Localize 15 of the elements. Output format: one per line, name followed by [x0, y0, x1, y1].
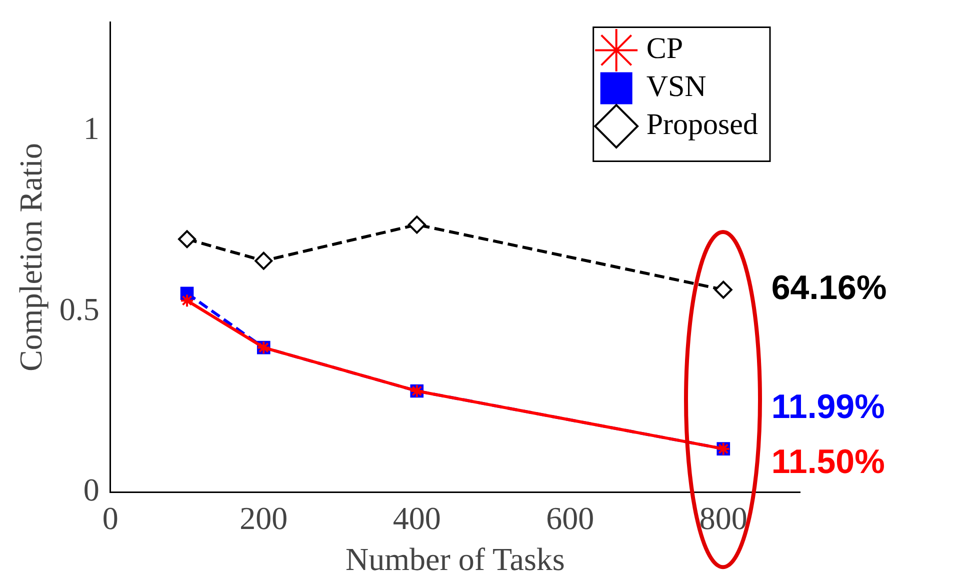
legend-label: VSN	[646, 70, 706, 104]
annotation: 11.99%	[771, 388, 885, 426]
x-tick-label: 600	[546, 500, 594, 536]
y-axis-title: Completion Ratio	[12, 142, 49, 372]
x-tick-label: 800	[699, 500, 748, 536]
y-tick-label: 0.5	[59, 290, 100, 327]
x-axis-title: Number of Tasks	[346, 541, 565, 578]
y-tick-label: 0	[83, 472, 100, 508]
x-tick-label: 200	[240, 500, 288, 536]
annotation: 64.16%	[771, 269, 887, 308]
legend-label: CP	[646, 32, 684, 66]
y-tick-label: 1	[83, 110, 100, 146]
legend-label: Proposed	[646, 108, 758, 142]
annotation: 11.50%	[771, 443, 885, 482]
x-tick-label: 400	[392, 500, 441, 536]
